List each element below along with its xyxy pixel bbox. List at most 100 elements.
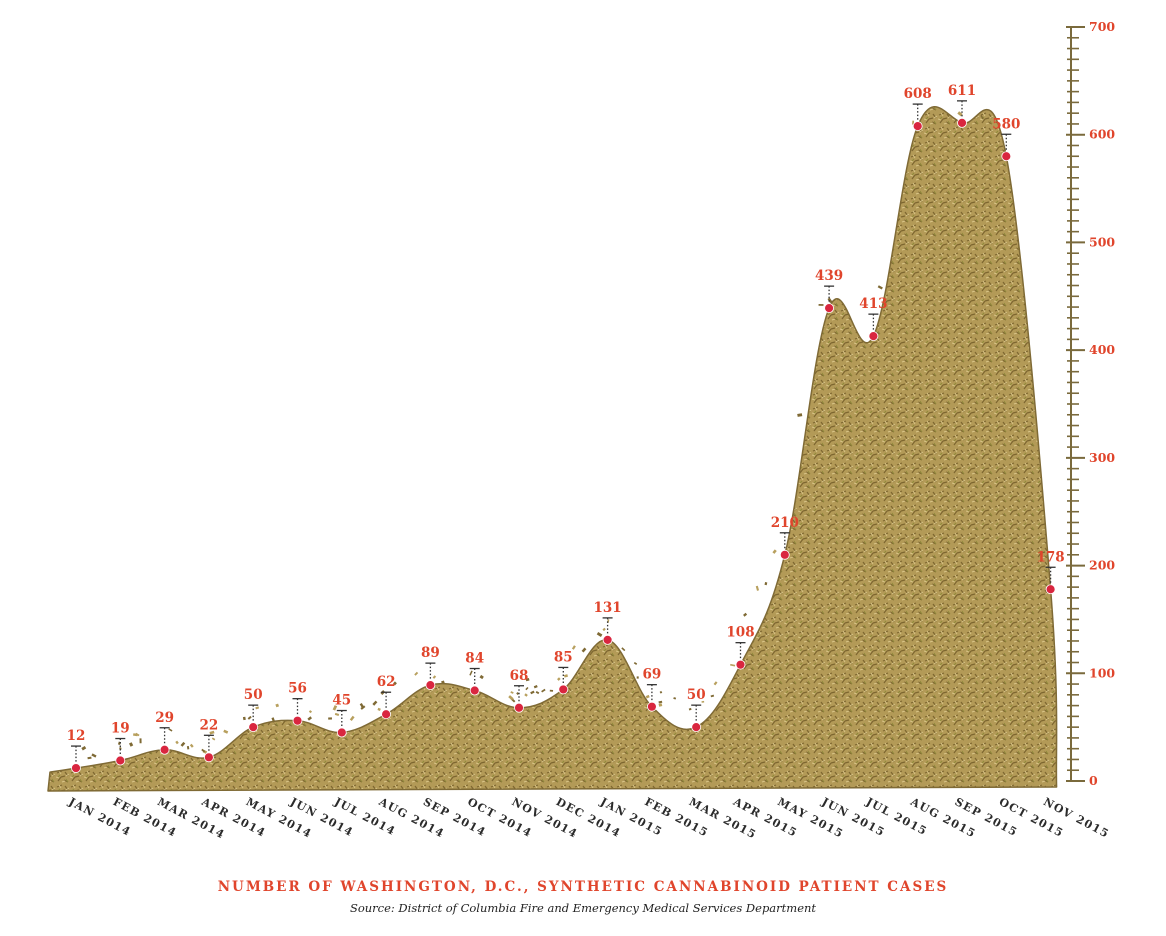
- data-point: [558, 684, 569, 695]
- herb-flake: [349, 715, 355, 722]
- herb-flake: [129, 742, 134, 747]
- herb-flake: [541, 688, 546, 693]
- herb-flake: [772, 549, 777, 554]
- chart-source: Source: District of Columbia Fire and Em…: [349, 901, 817, 915]
- herb-flake: [743, 612, 748, 617]
- herb-flake: [710, 694, 715, 698]
- herb-flake: [175, 740, 179, 745]
- data-point: [779, 549, 790, 560]
- data-label: 29: [155, 710, 174, 726]
- data-label: 84: [465, 651, 484, 667]
- herb-flake: [271, 717, 276, 723]
- data-label: 178: [1037, 549, 1065, 565]
- herb-flake: [87, 756, 92, 760]
- data-point: [425, 680, 436, 691]
- herb-flake: [713, 681, 718, 686]
- herb-flake: [623, 664, 627, 670]
- data-point: [336, 727, 347, 738]
- data-label: 210: [771, 515, 799, 531]
- herb-flake: [524, 693, 528, 697]
- herb-flake: [533, 685, 538, 689]
- herb-flake: [307, 716, 313, 721]
- herb-flake: [755, 585, 760, 591]
- data-label: 45: [332, 693, 351, 709]
- data-label: 89: [421, 645, 440, 661]
- herb-flake: [247, 715, 252, 720]
- herb-flake: [510, 691, 514, 694]
- herb-flake: [209, 730, 215, 735]
- data-point: [868, 331, 879, 342]
- herb-flake: [308, 710, 312, 714]
- herb-flake: [764, 582, 768, 586]
- data-label: 608: [904, 86, 932, 102]
- herb-flake: [838, 307, 841, 311]
- herb-flake: [441, 680, 445, 684]
- y-tick-label: 100: [1089, 665, 1115, 680]
- herb-flake: [557, 677, 561, 681]
- herb-flake: [688, 707, 692, 711]
- herb-flake: [525, 677, 530, 682]
- data-point: [691, 722, 702, 733]
- data-point: [957, 117, 967, 128]
- herb-flake: [393, 681, 397, 686]
- herb-flake: [549, 689, 554, 692]
- data-point: [203, 752, 214, 763]
- herb-flake: [602, 627, 606, 632]
- herb-flake: [596, 632, 603, 637]
- herb-flake: [530, 690, 535, 695]
- herb-flake: [621, 647, 626, 652]
- data-label: 69: [643, 667, 662, 683]
- data-label: 108: [726, 625, 754, 641]
- herb-flake: [908, 162, 912, 166]
- data-label: 19: [111, 721, 130, 737]
- data-point: [159, 744, 170, 755]
- herb-flake: [571, 645, 576, 650]
- herb-flake: [377, 707, 381, 711]
- y-tick-label: 200: [1089, 558, 1115, 573]
- data-label: 413: [859, 296, 887, 312]
- herb-flake: [797, 413, 803, 417]
- data-label: 22: [200, 717, 219, 733]
- data-label: 68: [510, 668, 529, 684]
- data-point: [912, 121, 923, 131]
- data-label: 50: [244, 687, 263, 703]
- herb-flake: [360, 705, 366, 710]
- herb-flake: [91, 753, 97, 758]
- data-label: 50: [687, 687, 706, 703]
- y-tick-label: 0: [1089, 773, 1098, 788]
- herb-flake: [659, 690, 663, 694]
- data-point: [1001, 151, 1012, 162]
- herb-flake: [658, 703, 663, 707]
- data-label: 62: [377, 674, 396, 690]
- herb-flake: [827, 297, 833, 304]
- data-point: [381, 709, 392, 720]
- herb-flake: [508, 695, 514, 701]
- y-tick-label: 500: [1089, 234, 1115, 249]
- data-markers: 12 19 29 22 50 56 45 62 89 84 68 85 131 69 50 108 210 439…: [67, 83, 1065, 773]
- y-tick-label: 700: [1089, 19, 1115, 34]
- herb-flake: [633, 662, 638, 665]
- herb-flake: [334, 712, 340, 716]
- herb-flake: [899, 216, 903, 221]
- herb-flake: [414, 671, 419, 676]
- herb-flake: [242, 716, 246, 721]
- herb-flake: [255, 706, 260, 710]
- herb-flake: [133, 733, 138, 737]
- herb-flake: [877, 285, 883, 290]
- data-point: [292, 715, 303, 726]
- herb-flake: [818, 304, 824, 306]
- data-label: 611: [948, 83, 976, 99]
- herb-flake: [168, 728, 173, 732]
- herb-flake: [139, 738, 142, 744]
- herb-flake: [189, 743, 194, 748]
- herb-flake: [525, 686, 529, 691]
- data-point: [514, 702, 524, 713]
- herb-flake: [223, 729, 229, 734]
- herb-flake: [673, 697, 677, 700]
- data-area: [47, 106, 1058, 792]
- herb-flake: [81, 745, 87, 751]
- data-point: [824, 303, 834, 314]
- y-tick-label: 600: [1089, 127, 1115, 142]
- herb-flake: [211, 737, 216, 741]
